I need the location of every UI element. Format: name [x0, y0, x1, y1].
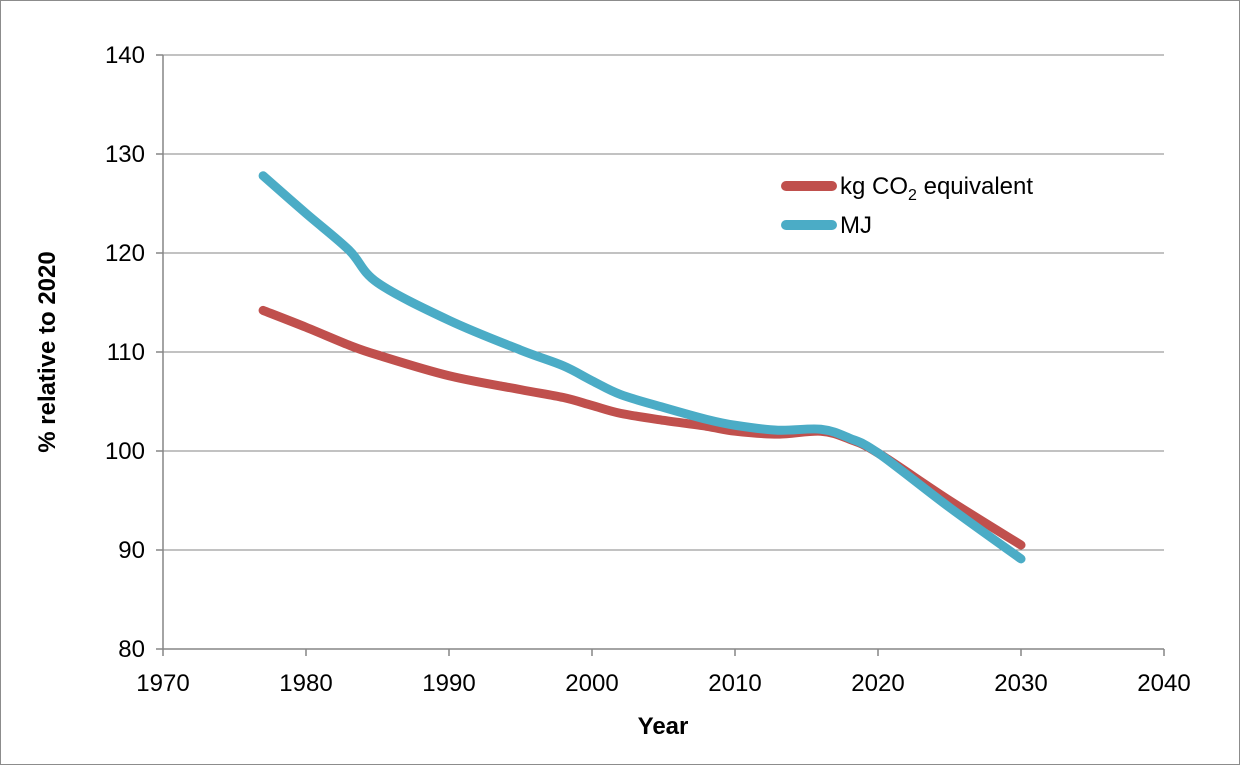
- y-tick-label-110: 110: [107, 339, 145, 366]
- legend-label-co2-suffix: equivalent: [917, 173, 1033, 200]
- x-tick-label-2000: 2000: [565, 670, 618, 697]
- legend-label-co2: kg CO2 equivalent: [840, 173, 1033, 204]
- gridlines: [163, 54, 1164, 551]
- series-line-mj: [258, 171, 1026, 564]
- x-tick-label-1990: 1990: [422, 670, 475, 697]
- legend-label-mj: MJ: [840, 212, 872, 239]
- x-ticks: 1970 1980 1990 2000 2010 2020 2030 2040: [136, 649, 1191, 697]
- y-tick-label-120: 120: [105, 240, 145, 267]
- y-tick-label-140: 140: [105, 42, 145, 69]
- series-lines: [258, 171, 1026, 564]
- x-tick-label-2010: 2010: [708, 670, 761, 697]
- y-tick-label-130: 130: [105, 141, 145, 168]
- legend-label-co2-main: kg CO: [840, 173, 908, 200]
- legend: kg CO2 equivalent MJ: [781, 173, 1033, 239]
- x-tick-label-1980: 1980: [279, 670, 332, 697]
- x-tick-label-2030: 2030: [994, 670, 1047, 697]
- legend-label-co2-subscript: 2: [908, 187, 917, 204]
- y-tick-label-80: 80: [118, 636, 145, 663]
- x-axis-title: Year: [638, 713, 689, 740]
- y-axis-title: % relative to 2020: [34, 251, 61, 452]
- y-ticks: 80 90 100 110 120 130 140: [105, 42, 163, 663]
- x-tick-label-2020: 2020: [851, 670, 904, 697]
- series-line-co2: [258, 305, 1026, 550]
- x-tick-label-2040: 2040: [1137, 670, 1190, 697]
- x-tick-label-1970: 1970: [136, 670, 189, 697]
- y-tick-label-90: 90: [118, 537, 145, 564]
- y-tick-label-100: 100: [105, 438, 145, 465]
